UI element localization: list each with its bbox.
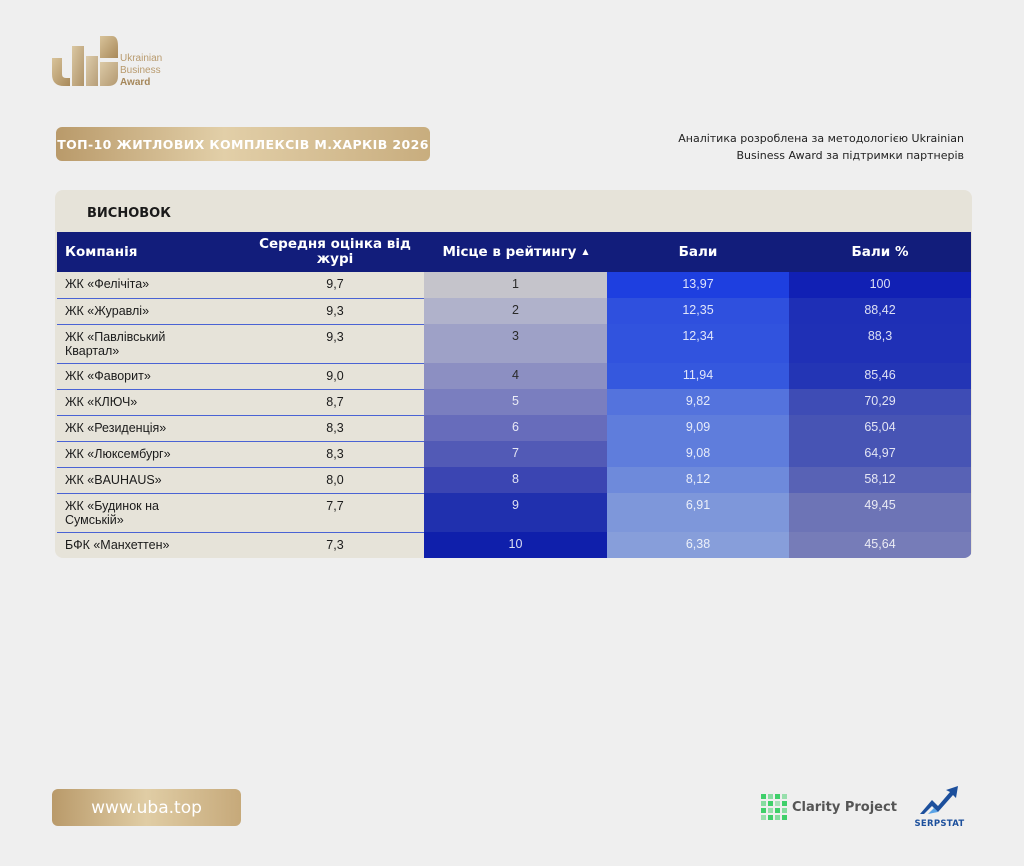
table-header-row: Компанія Середня оцінка від журі Місце в…: [57, 232, 971, 272]
points-percent-cell: 88,42: [789, 298, 971, 324]
logo-line-3: Award: [120, 77, 151, 88]
avg-score-cell: 9,3: [246, 324, 424, 364]
points-percent-cell: 88,3: [789, 324, 971, 363]
table-row: ЖК «Журавлі» 9,3 2 12,35 88,42: [57, 298, 971, 325]
partner-clarity-project: Clarity Project: [761, 793, 897, 821]
logo-line-2: Business: [120, 65, 161, 76]
table-row: ЖК «Будинок на Сумській» 7,7 9 6,91 49,45: [57, 493, 971, 533]
points-percent-cell: 49,45: [789, 493, 971, 532]
rank-cell: 9: [424, 493, 607, 532]
points-cell: 8,12: [607, 467, 789, 493]
logo-wordmark: Ukrainian Business Award: [120, 53, 162, 89]
company-name-cell: ЖК «Будинок на Сумській»: [57, 493, 246, 533]
company-name-cell: БФК «Манхеттен»: [57, 532, 246, 558]
points-cell: 9,09: [607, 415, 789, 441]
serpstat-icon: [919, 786, 958, 814]
rank-cell: 4: [424, 363, 607, 389]
points-cell: 9,08: [607, 441, 789, 467]
avg-score-cell: 8,3: [246, 415, 424, 442]
avg-score-cell: 7,3: [246, 532, 424, 558]
table-row: БФК «Манхеттен» 7,3 10 6,38 45,64: [57, 532, 971, 558]
company-name-cell: ЖК «BAUHAUS»: [57, 467, 246, 494]
company-name-cell: ЖК «Резиденція»: [57, 415, 246, 442]
points-percent-cell: 58,12: [789, 467, 971, 493]
company-name-cell: ЖК «Фелічіта»: [57, 272, 246, 299]
points-percent-cell: 100: [789, 272, 971, 298]
column-header-avg-score[interactable]: Середня оцінка від журі: [259, 236, 411, 267]
methodology-note-line-1: Аналітика розроблена за методологією Ukr…: [678, 132, 964, 145]
avg-score-cell: 9,0: [246, 363, 424, 390]
partner-serpstat: SERPSTAT: [912, 786, 967, 830]
methodology-note: Аналітика розроблена за методологією Ukr…: [634, 130, 964, 164]
points-percent-cell: 64,97: [789, 441, 971, 467]
points-cell: 13,97: [607, 272, 789, 298]
column-header-rank-label: Місце в рейтингу: [442, 244, 577, 260]
uba-logo-icon: [52, 36, 118, 86]
column-header-rank[interactable]: Місце в рейтингу ▲: [424, 232, 607, 272]
rank-cell: 8: [424, 467, 607, 493]
avg-score-cell: 8,0: [246, 467, 424, 494]
points-percent-cell: 70,29: [789, 389, 971, 415]
conclusion-card: ВИСНОВОК Компанія Середня оцінка від жур…: [55, 190, 972, 558]
rank-cell: 10: [424, 532, 607, 558]
column-header-points-percent[interactable]: Бали %: [851, 243, 909, 260]
rank-cell: 5: [424, 389, 607, 415]
rank-cell: 7: [424, 441, 607, 467]
clarity-project-icon: [761, 794, 787, 820]
logo-line-1: Ukrainian: [120, 53, 163, 64]
table-row: ЖК «Павлівський Квартал» 9,3 3 12,34 88,3: [57, 324, 971, 364]
points-cell: 9,82: [607, 389, 789, 415]
points-cell: 6,38: [607, 532, 789, 558]
company-name-cell: ЖК «Фаворит»: [57, 363, 246, 390]
company-name-cell: ЖК «Люксембург»: [57, 441, 246, 468]
points-percent-cell: 45,64: [789, 532, 971, 558]
table-row: ЖК «Фелічіта» 9,7 1 13,97 100: [57, 272, 971, 299]
website-pill[interactable]: www.uba.top: [52, 789, 241, 826]
points-cell: 11,94: [607, 363, 789, 389]
avg-score-cell: 8,3: [246, 441, 424, 468]
company-name-cell: ЖК «КЛЮЧ»: [57, 389, 246, 416]
rank-cell: 3: [424, 324, 607, 363]
ranking-table: Компанія Середня оцінка від журі Місце в…: [57, 232, 971, 558]
rank-cell: 1: [424, 272, 607, 298]
points-percent-cell: 85,46: [789, 363, 971, 389]
table-row: ЖК «Фаворит» 9,0 4 11,94 85,46: [57, 363, 971, 390]
sort-ascending-icon[interactable]: ▲: [582, 247, 589, 256]
points-cell: 6,91: [607, 493, 789, 532]
table-row: ЖК «Люксембург» 8,3 7 9,08 64,97: [57, 441, 971, 468]
avg-score-cell: 9,7: [246, 272, 424, 299]
rank-cell: 6: [424, 415, 607, 441]
column-header-points[interactable]: Бали: [678, 243, 718, 260]
avg-score-cell: 9,3: [246, 298, 424, 325]
methodology-note-line-2: Business Award за підтримки партнерів: [736, 149, 965, 162]
avg-score-cell: 8,7: [246, 389, 424, 416]
column-header-company[interactable]: Компанія: [65, 243, 138, 260]
serpstat-label: SERPSTAT: [914, 819, 965, 829]
table-row: ЖК «BAUHAUS» 8,0 8 8,12 58,12: [57, 467, 971, 494]
points-percent-cell: 65,04: [789, 415, 971, 441]
company-name-cell: ЖК «Журавлі»: [57, 298, 246, 325]
table-row: ЖК «Резиденція» 8,3 6 9,09 65,04: [57, 415, 971, 442]
rank-cell: 2: [424, 298, 607, 324]
table-row: ЖК «КЛЮЧ» 8,7 5 9,82 70,29: [57, 389, 971, 416]
page-title: ТОП-10 ЖИТЛОВИХ КОМПЛЕКСІВ М.ХАРКІВ 2026: [56, 127, 430, 161]
ukrainian-business-award-logo: Ukrainian Business Award: [52, 36, 182, 92]
points-cell: 12,35: [607, 298, 789, 324]
company-name-cell: ЖК «Павлівський Квартал»: [57, 324, 246, 364]
avg-score-cell: 7,7: [246, 493, 424, 533]
points-cell: 12,34: [607, 324, 789, 363]
clarity-project-label: Clarity Project: [792, 799, 897, 815]
section-title: ВИСНОВОК: [87, 206, 171, 221]
website-link[interactable]: www.uba.top: [91, 797, 202, 818]
